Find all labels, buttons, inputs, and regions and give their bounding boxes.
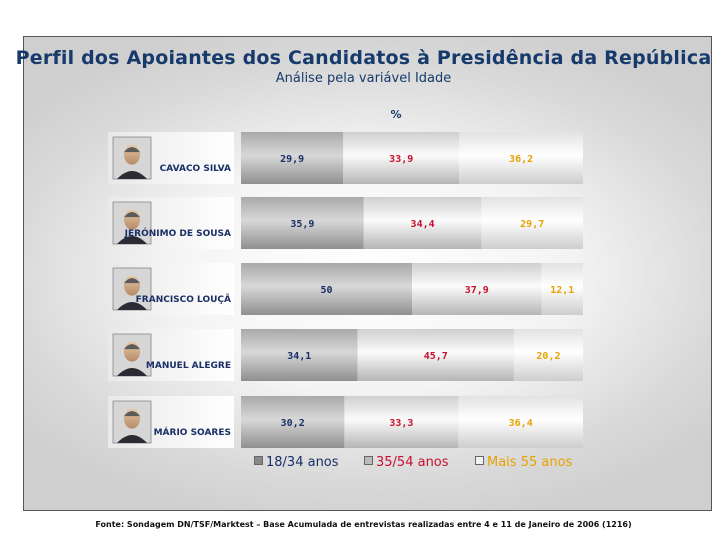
legend-label: 35/54 anos [376, 455, 449, 470]
data-label-18-34: 50 [320, 285, 332, 296]
data-label-mais-55: 20,2 [536, 351, 560, 362]
legend-label: 18/34 anos [266, 455, 339, 470]
candidate-name: MÁRIO SOARES [154, 426, 231, 438]
data-label-35-54: 33,9 [389, 154, 413, 165]
bar-segment-35-54 [344, 396, 459, 448]
legend-item-mais-55: Mais 55 anos [475, 455, 572, 470]
data-label-35-54: 33,3 [389, 418, 413, 429]
data-label-35-54: 45,7 [424, 351, 448, 362]
candidate-name: FRANCISCO LOUÇÃ [136, 294, 231, 305]
candidate-portrait [112, 201, 152, 245]
data-label-18-34: 35,9 [290, 219, 314, 230]
source-note: Fonte: Sondagem DN/TSF/Marktest – Base A… [95, 520, 632, 529]
candidate-name: JERÓNIMO DE SOUSA [124, 227, 231, 239]
data-label-35-54: 37,9 [465, 285, 489, 296]
candidate-name: MANUEL ALEGRE [146, 361, 231, 371]
bar-segment-35-54 [363, 197, 482, 249]
candidate-portrait [112, 136, 152, 180]
gray-square-icon [254, 456, 263, 465]
bar-segment-18-34 [241, 197, 364, 249]
unit-label: % [390, 108, 402, 121]
light-gray-square-icon [364, 456, 373, 465]
bar-segment-mais-55 [458, 396, 583, 448]
data-label-mais-55: 36,2 [509, 154, 533, 165]
candidate-name: CAVACO SILVA [160, 164, 231, 174]
bar-segment-18-34 [241, 329, 358, 381]
white-square-icon [475, 456, 484, 465]
legend-item-35-54: 35/54 anos [364, 455, 449, 470]
bar-segment-mais-55 [513, 329, 583, 381]
data-label-18-34: 34,1 [287, 351, 311, 362]
bar-segment-18-34 [241, 263, 412, 315]
bar-segment-35-54 [343, 132, 460, 184]
data-label-mais-55: 36,4 [509, 418, 533, 429]
data-label-18-34: 30,2 [281, 418, 305, 429]
bar-segment-18-34 [241, 132, 344, 184]
candidate-portrait [112, 267, 152, 311]
bar-segment-mais-55 [481, 197, 583, 249]
bar-segment-35-54 [357, 329, 514, 381]
data-label-mais-55: 12,1 [550, 285, 574, 296]
bar-segment-mais-55 [541, 263, 583, 315]
candidate-portrait [112, 400, 152, 444]
bar-segment-35-54 [412, 263, 542, 315]
chart-title: Perfil dos Apoiantes dos Candidatos à Pr… [15, 47, 712, 69]
bar-segment-mais-55 [459, 132, 583, 184]
data-label-mais-55: 29,7 [520, 219, 544, 230]
data-label-18-34: 29,9 [280, 154, 304, 165]
legend-label: Mais 55 anos [487, 455, 573, 470]
candidate-portrait [112, 333, 152, 377]
data-label-35-54: 34,4 [411, 219, 435, 230]
legend-item-18-34: 18/34 anos [254, 455, 339, 470]
chart-subtitle: Análise pela variável Idade [275, 71, 452, 86]
bar-segment-18-34 [241, 396, 345, 448]
